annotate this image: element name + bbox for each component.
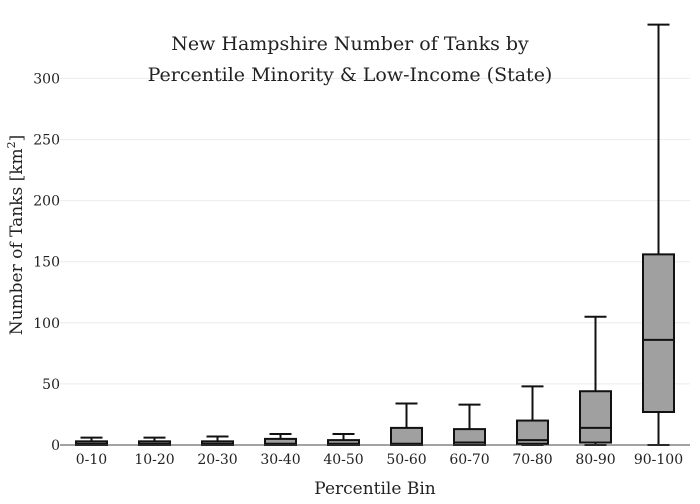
box-body-90-100 xyxy=(642,253,675,414)
x-tick-label-60-70: 60-70 xyxy=(449,452,489,468)
x-tick-label-50-60: 50-60 xyxy=(386,452,426,468)
box-90-100 xyxy=(642,23,675,446)
y-axis-title-superscript: 2 xyxy=(5,141,18,148)
y-axis-title-close: ] xyxy=(7,135,27,142)
chart-title-line-2: Percentile Minority & Low-Income (State) xyxy=(148,64,553,86)
x-tick-label-10-20: 10-20 xyxy=(134,452,174,468)
chart-title-line-1: New Hampshire Number of Tanks by xyxy=(171,33,529,55)
box-20-30 xyxy=(201,435,234,447)
box-60-70 xyxy=(453,403,486,447)
y-tick-label-150: 150 xyxy=(33,255,60,271)
y-tick-label-200: 200 xyxy=(33,194,60,210)
y-tick-labels: 0 50 100 150 200 250 300 xyxy=(33,71,60,454)
x-tick-label-30-40: 30-40 xyxy=(260,452,300,468)
x-tick-label-0-10: 0-10 xyxy=(76,452,107,468)
x-axis-title: Percentile Bin xyxy=(314,479,435,499)
box-10-20 xyxy=(138,436,171,447)
box-body-80-90 xyxy=(579,390,612,444)
box-40-50 xyxy=(327,433,360,446)
y-axis-title: Number of Tanks [km2] xyxy=(5,135,27,336)
box-70-80 xyxy=(516,385,549,446)
box-series xyxy=(75,23,675,447)
y-tick-label-100: 100 xyxy=(33,316,60,332)
x-tick-label-80-90: 80-90 xyxy=(575,452,615,468)
box-50-60 xyxy=(390,402,423,446)
y-tick-label-0: 0 xyxy=(51,438,60,454)
box-body-50-60 xyxy=(390,426,423,446)
box-30-40 xyxy=(264,433,297,447)
box-body-70-80 xyxy=(516,419,549,445)
x-tick-label-40-50: 40-50 xyxy=(323,452,363,468)
x-tick-labels: 0-10 10-20 20-30 30-40 40-50 50-60 60-70 70-80 8… xyxy=(76,452,683,468)
box-80-90 xyxy=(579,315,612,446)
x-tick-label-90-100: 90-100 xyxy=(634,452,683,468)
box-0-10 xyxy=(75,436,108,447)
gridlines xyxy=(60,77,690,385)
y-axis-title-main: Number of Tanks [km xyxy=(7,148,27,335)
x-tick-label-70-80: 70-80 xyxy=(512,452,552,468)
y-tick-label-50: 50 xyxy=(42,377,60,393)
y-tick-label-250: 250 xyxy=(33,133,60,149)
y-tick-label-300: 300 xyxy=(33,71,60,87)
x-tick-label-20-30: 20-30 xyxy=(197,452,237,468)
